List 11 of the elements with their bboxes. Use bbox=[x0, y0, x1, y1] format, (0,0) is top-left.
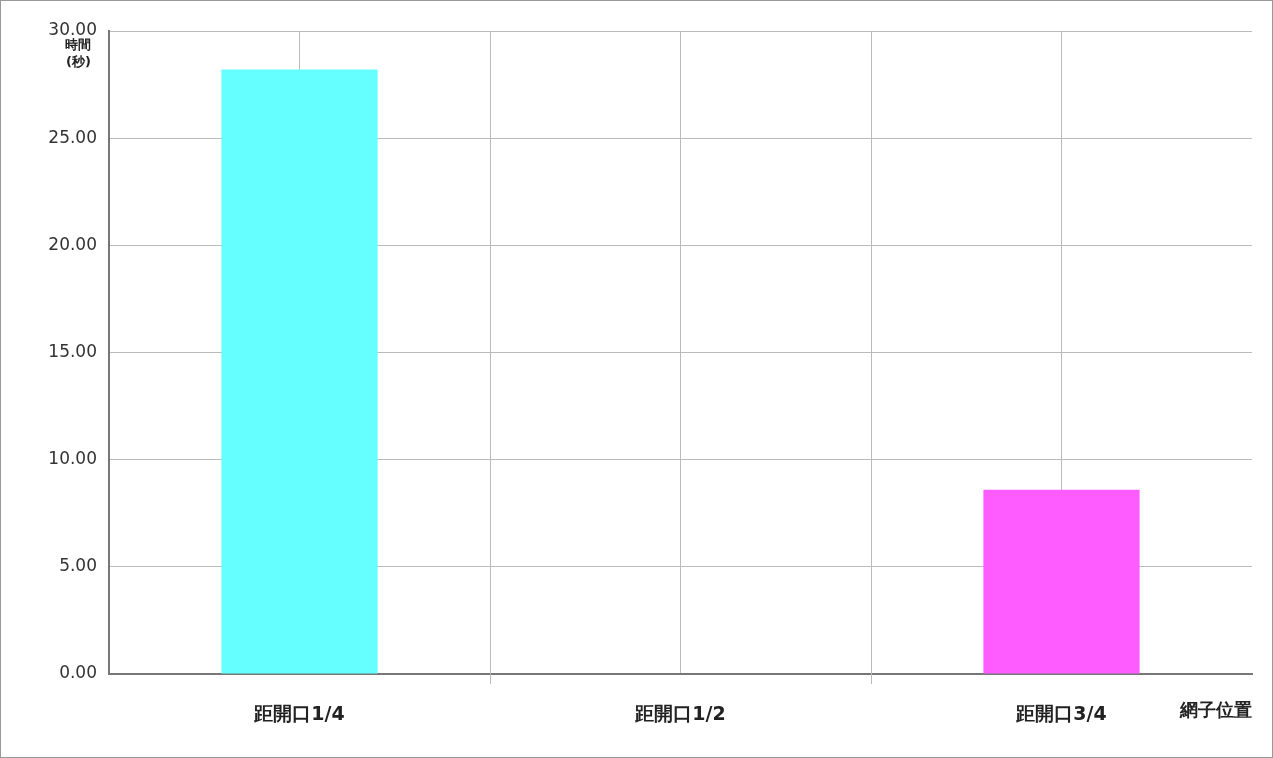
y-tick-label: 25.00 bbox=[48, 126, 97, 147]
x-axis-title: 網子位置 bbox=[1179, 698, 1252, 720]
y-axis-title: 時間 (秒) bbox=[65, 36, 91, 69]
x-tick-label: 距開口1/4 bbox=[253, 702, 345, 725]
x-tick-label: 距開口3/4 bbox=[1015, 702, 1107, 725]
y-tick-label: 0.00 bbox=[59, 662, 97, 683]
y-tick-label: 20.00 bbox=[48, 233, 97, 254]
x-tick-label: 距開口1/2 bbox=[634, 702, 726, 725]
y-tick-label: 10.00 bbox=[48, 448, 97, 469]
y-tick-label: 15.00 bbox=[48, 340, 97, 361]
y-tick-label: 5.00 bbox=[59, 555, 97, 576]
